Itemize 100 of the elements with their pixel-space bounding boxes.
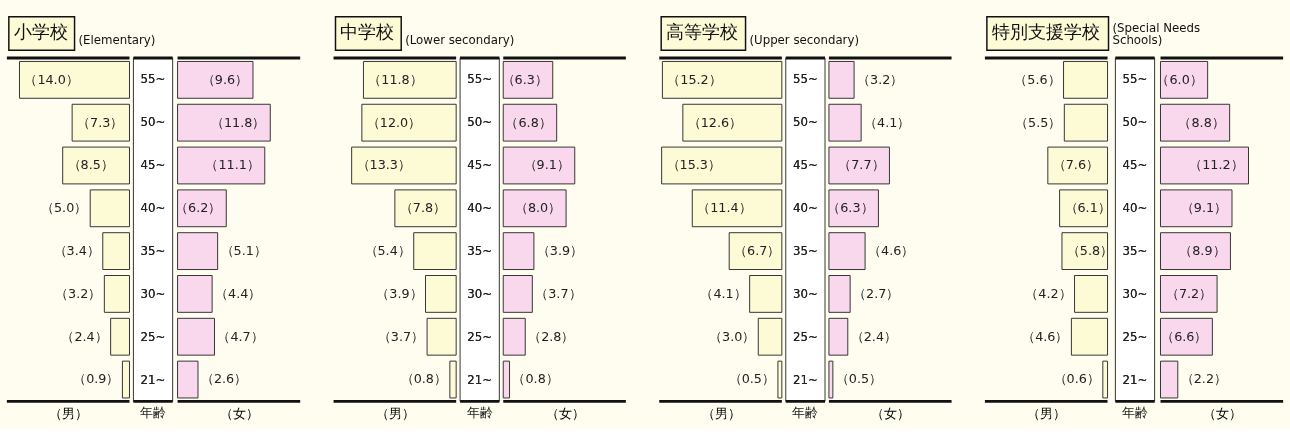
data-label: （15.2） xyxy=(667,71,722,87)
bar xyxy=(1061,232,1109,271)
y-tick-label: 30~ xyxy=(467,287,493,302)
bar xyxy=(121,360,130,399)
data-label: （2.6） xyxy=(200,371,248,387)
data-label: （6.8） xyxy=(505,114,552,130)
data-label: （4.1） xyxy=(864,114,911,130)
data-label: （11.1） xyxy=(205,157,260,173)
series-label: （女） xyxy=(219,405,259,421)
bar xyxy=(757,317,783,356)
data-label: （6.1） xyxy=(1064,200,1111,216)
y-tick-label: 55~ xyxy=(140,72,166,87)
bar xyxy=(1070,317,1109,356)
data-label: （0.6） xyxy=(1053,371,1100,387)
bar xyxy=(177,60,254,99)
text: （男） xyxy=(49,405,89,421)
y-tick-label: 55~ xyxy=(1122,72,1148,87)
y-axis-title: 年齢 xyxy=(1122,405,1148,421)
data-label: （11.4） xyxy=(697,200,752,216)
data-label: （5.0） xyxy=(40,200,88,216)
chart-title: 特別支援学校 xyxy=(991,22,1100,43)
bar xyxy=(449,360,457,399)
y-tick-label: 25~ xyxy=(467,329,493,344)
bar xyxy=(502,189,567,228)
y-tick-label: 35~ xyxy=(1122,244,1148,259)
bar xyxy=(661,146,783,185)
data-label: （6.2） xyxy=(175,200,222,216)
bar xyxy=(502,232,535,271)
bar xyxy=(110,317,130,356)
bar xyxy=(62,146,130,185)
data-label: （6.3） xyxy=(501,71,548,87)
data-label: （4.6） xyxy=(868,243,915,259)
bar xyxy=(362,60,457,99)
data-label: （5.1） xyxy=(220,243,267,259)
y-tick-label: 50~ xyxy=(140,115,166,130)
bar xyxy=(502,146,576,185)
chart-title: 小学校 xyxy=(13,22,68,43)
bar xyxy=(89,189,130,228)
y-tick-label: 50~ xyxy=(1122,115,1148,130)
data-label: （7.8） xyxy=(399,200,447,216)
bar xyxy=(1047,146,1109,185)
data-label: （2.4） xyxy=(850,328,898,344)
bar xyxy=(1160,189,1233,228)
data-label: （13.3） xyxy=(356,157,411,173)
bar xyxy=(828,275,851,313)
data-label: （8.8） xyxy=(1178,114,1225,130)
chart-title: 中学校 xyxy=(340,22,395,43)
y-tick-label: 25~ xyxy=(792,329,818,344)
data-label: （3.7） xyxy=(535,285,582,301)
data-label: （15.3） xyxy=(666,157,721,173)
y-tick-label: 45~ xyxy=(792,158,818,173)
data-label: （12.0） xyxy=(366,114,422,130)
y-tick-label: 25~ xyxy=(140,329,166,344)
bar xyxy=(1074,275,1109,313)
text: （女） xyxy=(1202,405,1242,421)
bar xyxy=(728,232,783,271)
bar xyxy=(177,360,199,399)
bar xyxy=(19,60,130,99)
data-label: （6.3） xyxy=(827,200,874,216)
y-tick-label: 45~ xyxy=(467,158,493,173)
data-label: （3.7） xyxy=(377,328,425,344)
y-tick-label: 30~ xyxy=(140,287,166,302)
bar xyxy=(828,189,879,228)
bar xyxy=(502,103,558,142)
y-tick-label: 50~ xyxy=(467,115,493,130)
data-label: （0.5） xyxy=(835,371,883,387)
y-tick-label: 40~ xyxy=(1122,201,1148,216)
chart-title: 高等学校 xyxy=(666,22,739,43)
y-tick-label: 21~ xyxy=(792,372,818,387)
data-label: （2.4） xyxy=(61,328,108,344)
data-label: （2.2） xyxy=(1180,371,1228,387)
y-tick-label: 45~ xyxy=(1122,158,1148,173)
data-label: （9.1） xyxy=(1180,200,1228,216)
y-tick-label: 21~ xyxy=(1122,372,1148,387)
data-label: （4.4） xyxy=(215,285,262,301)
text: （男） xyxy=(701,405,741,421)
bar xyxy=(502,275,533,313)
data-label: （7.3） xyxy=(77,114,124,130)
bar xyxy=(1160,60,1209,99)
data-label: （4.1） xyxy=(700,285,747,301)
bar xyxy=(828,360,834,399)
bar xyxy=(351,146,457,185)
y-tick-label: 40~ xyxy=(792,201,818,216)
bar xyxy=(682,103,783,142)
bar xyxy=(413,232,457,271)
data-label: （0.8） xyxy=(400,371,447,387)
bar xyxy=(828,60,855,99)
bar xyxy=(828,317,849,356)
bar xyxy=(1160,146,1249,185)
data-label: （5.8） xyxy=(1066,243,1114,259)
chart-subtitle: (Elementary) xyxy=(78,33,156,48)
data-label: （4.6） xyxy=(1022,328,1069,344)
text: (Special Needs Schools) xyxy=(1112,20,1201,48)
bar xyxy=(177,103,271,142)
data-label: （7.2） xyxy=(1165,285,1213,301)
data-label: （8.0） xyxy=(514,200,562,216)
data-label: （3.0） xyxy=(709,328,756,344)
data-label: （8.9） xyxy=(1179,243,1226,259)
data-label: （11.8） xyxy=(368,71,423,87)
bar xyxy=(777,360,783,399)
